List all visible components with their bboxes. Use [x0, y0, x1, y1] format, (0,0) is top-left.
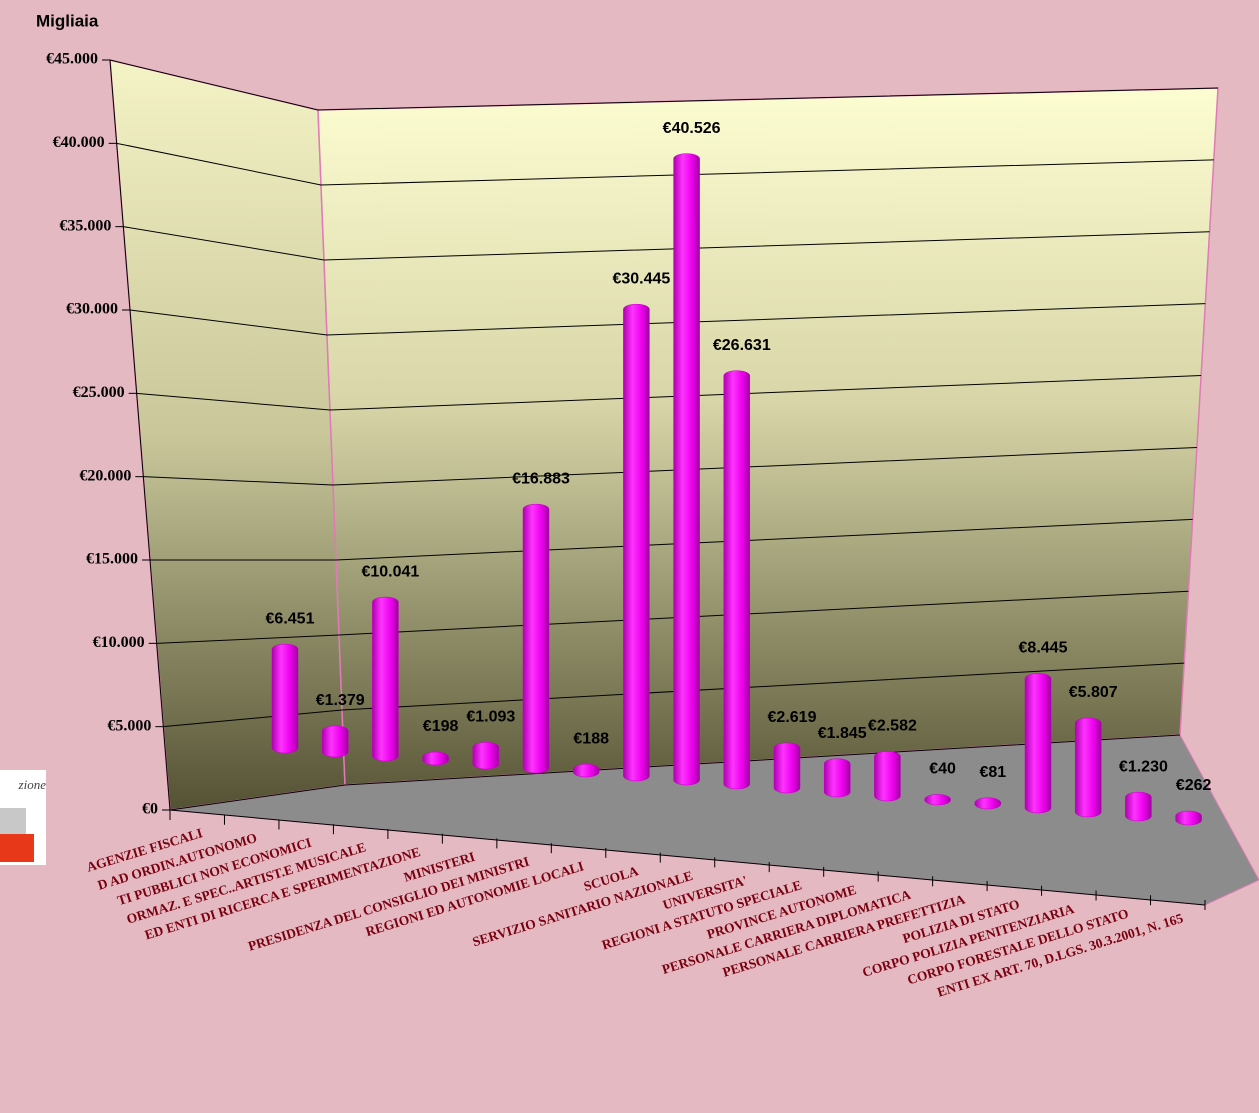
back-wall — [317, 87, 1219, 786]
y-tick-label: €40.000 — [53, 134, 105, 151]
y-tick-label: €15.000 — [86, 551, 138, 568]
grid-line — [156, 590, 1189, 644]
value-label: €198 — [423, 718, 459, 735]
value-label: €1.379 — [316, 692, 365, 709]
logo-red — [0, 834, 34, 862]
value-label: €81 — [979, 764, 1006, 781]
y-axis-title: Migliaia — [36, 11, 99, 30]
bar — [673, 153, 700, 786]
value-label: €30.445 — [612, 270, 670, 287]
bar — [773, 742, 801, 794]
y-tick-label: €45.000 — [46, 51, 98, 68]
value-label: €2.619 — [768, 709, 817, 726]
bar — [321, 725, 349, 758]
bar — [723, 370, 751, 790]
y-tick-label: €0 — [142, 801, 158, 818]
value-label: €40.526 — [663, 120, 721, 137]
bar — [623, 303, 650, 782]
value-label: €26.631 — [713, 337, 771, 354]
grid-line — [116, 142, 1214, 186]
value-label: €16.883 — [512, 470, 570, 487]
bar — [271, 643, 299, 754]
grid-line — [136, 375, 1202, 411]
grid-line — [129, 303, 1206, 336]
bar — [874, 751, 901, 802]
value-label: €40 — [929, 761, 956, 778]
bar — [1125, 791, 1152, 822]
y-tick-label: €25.000 — [73, 384, 125, 401]
bar — [823, 758, 851, 798]
y-tick-label: €20.000 — [79, 467, 131, 484]
bar — [974, 797, 1002, 810]
grid-line — [109, 59, 1219, 111]
y-tick-label: €30.000 — [66, 301, 118, 318]
value-label: €5.807 — [1069, 684, 1118, 701]
y-tick-label: €35.000 — [59, 217, 111, 234]
bar — [1024, 673, 1052, 814]
grid-line — [123, 226, 1210, 261]
grid-line — [150, 518, 1193, 561]
bar — [924, 794, 951, 806]
bar — [372, 596, 399, 762]
bar — [422, 751, 449, 766]
y-tick-label: €10.000 — [93, 634, 145, 651]
grid-line — [143, 446, 1197, 486]
logo-grey — [0, 808, 26, 834]
value-label: €188 — [573, 730, 609, 747]
value-label: €6.451 — [266, 610, 315, 627]
value-label: €1.093 — [466, 708, 515, 725]
bar — [472, 741, 500, 770]
value-label: €2.582 — [868, 718, 917, 735]
y-tick-label: €5.000 — [107, 717, 151, 734]
logo-text: zione — [18, 777, 47, 792]
value-label: €1.230 — [1119, 758, 1168, 775]
x-axis — [169, 809, 1206, 906]
logo: zione — [0, 770, 46, 865]
y-axis — [109, 59, 171, 811]
left-wall — [109, 59, 346, 811]
bar — [1175, 810, 1202, 826]
value-label: €8.445 — [1019, 640, 1068, 657]
value-label: €1.845 — [818, 725, 867, 742]
value-label: €10.041 — [361, 563, 419, 580]
bar — [572, 763, 600, 778]
bar — [1074, 717, 1102, 818]
bar — [522, 503, 550, 774]
grid-line — [169, 734, 1181, 811]
value-label: €262 — [1176, 777, 1212, 794]
grid-line — [163, 662, 1185, 728]
